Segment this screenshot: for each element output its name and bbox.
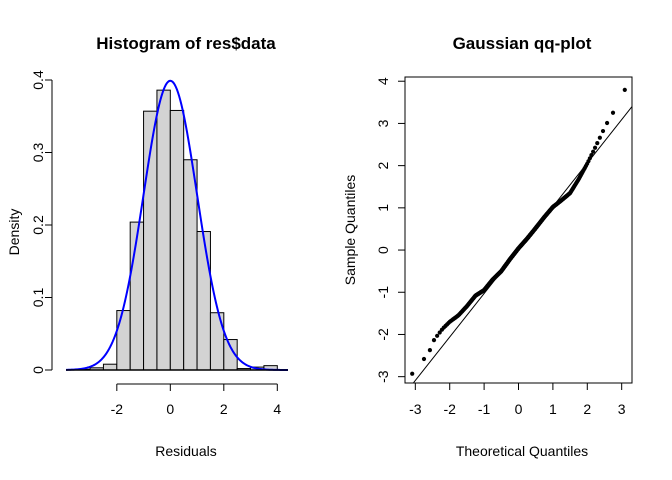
qq-x-tick-label: -3: [409, 401, 422, 417]
qq-point: [604, 120, 610, 126]
qq-x-tick-label: 2: [583, 401, 591, 417]
qq-point: [431, 338, 437, 343]
histogram-bar-4: [129, 221, 145, 371]
histogram-x-tick-label: 4: [273, 401, 281, 417]
qq-point: [600, 128, 606, 134]
qq-plot-title: Gaussian qq-plot: [453, 34, 592, 53]
qq-point: [592, 145, 598, 150]
qq-point: [597, 135, 602, 140]
qq-y-tick-label: 4: [375, 77, 391, 85]
qq-point: [610, 110, 616, 115]
histogram-x-label: Residuals: [155, 443, 216, 459]
histogram-x-tick-label: -2: [111, 401, 124, 417]
qq-y-tick-label: -1: [375, 286, 391, 299]
histogram-panel: Histogram of res$data -2 0 2 4 0 0.1 0.2 0.3 0.…: [6, 34, 288, 459]
qq-point: [589, 153, 594, 158]
qq-y-tick-label: 2: [375, 162, 391, 170]
histogram-bar-9: [196, 231, 211, 371]
qq-x-label: Theoretical Quantiles: [456, 443, 588, 459]
histogram-y-tick-label: 0.4: [30, 70, 46, 90]
histogram-x-axis: -2 0 2 4: [111, 383, 281, 417]
qq-point: [435, 333, 440, 338]
qq-x-tick-label: 3: [618, 401, 626, 417]
qq-point: [622, 87, 627, 92]
qq-plot-frame: [404, 76, 633, 384]
histogram-y-tick-label: 0.3: [30, 143, 46, 163]
histogram-x-tick-label: 0: [166, 401, 174, 417]
qq-x-tick-label: 1: [549, 401, 557, 417]
qq-y-tick-label: -3: [375, 370, 391, 383]
qq-points: [410, 87, 627, 376]
qq-y-label: Sample Quantiles: [342, 175, 358, 286]
histogram-bar-2: [102, 363, 118, 371]
histogram-bar-8: [183, 159, 198, 371]
histogram-bars: [76, 89, 278, 371]
qq-x-axis: -3 -2 -1 0 1 2 3: [409, 382, 626, 417]
histogram-y-tick-label: 0: [30, 366, 46, 374]
qq-y-tick-label: 0: [375, 246, 391, 254]
qq-y-tick-label: 3: [375, 119, 391, 127]
qq-x-tick-label: 0: [515, 401, 523, 417]
qq-y-tick-label: 1: [375, 204, 391, 212]
qq-x-tick-label: -2: [443, 401, 456, 417]
histogram-y-tick-label: 0.1: [30, 288, 46, 308]
histogram-bar-3: [116, 310, 131, 371]
qq-x-tick-label: -1: [478, 401, 491, 417]
qq-y-axis: -3 -2 -1 0 1 2 3 4: [375, 77, 406, 383]
qq-point: [591, 149, 596, 154]
histogram-title: Histogram of res$data: [96, 34, 276, 53]
qq-plot-panel: Gaussian qq-plot -3 -2 -1 0 1 2 3 -3-2-101234 …: [342, 34, 633, 459]
histogram-y-tick-label: 0.2: [30, 215, 46, 235]
qq-point: [595, 141, 600, 146]
qq-point: [587, 156, 592, 161]
histogram-y-axis: 0 0.1 0.2 0.3 0.4: [30, 70, 53, 374]
qq-point: [427, 348, 433, 353]
histogram-x-tick-label: 2: [220, 401, 228, 417]
histogram-bar-7: [169, 109, 185, 371]
histogram-bar-6: [156, 89, 171, 371]
normal-density-curve: [65, 79, 288, 371]
qq-point: [410, 371, 415, 376]
histogram-y-label: Density: [6, 209, 22, 256]
qq-y-tick-label: -2: [375, 328, 391, 341]
qq-point: [437, 330, 442, 335]
qq-point: [421, 356, 427, 362]
